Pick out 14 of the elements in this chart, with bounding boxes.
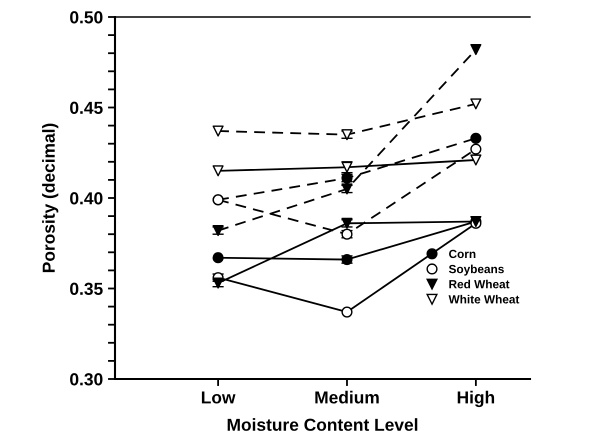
legend-label: Corn	[449, 250, 476, 258]
x-axis-title: Moisture Content Level	[228, 418, 418, 431]
y-tick-label: 0.50	[70, 11, 102, 24]
legend-label: White Wheat	[448, 294, 520, 304]
x-tick-label: High	[458, 390, 494, 408]
y-tick-label: 0.40	[70, 192, 102, 204]
y-tick-label: 0.35	[70, 282, 103, 295]
y-axis-title: Porosity (decimal)	[42, 124, 58, 272]
x-tick-label: Medium	[315, 390, 379, 404]
y-tick-label: 0.30	[70, 373, 102, 386]
legend-label: Red Wheat	[449, 280, 510, 288]
legend-label: Soybeans	[448, 264, 504, 276]
y-tick-label: 0.45	[70, 102, 103, 114]
x-tick-label: Low	[202, 391, 236, 404]
